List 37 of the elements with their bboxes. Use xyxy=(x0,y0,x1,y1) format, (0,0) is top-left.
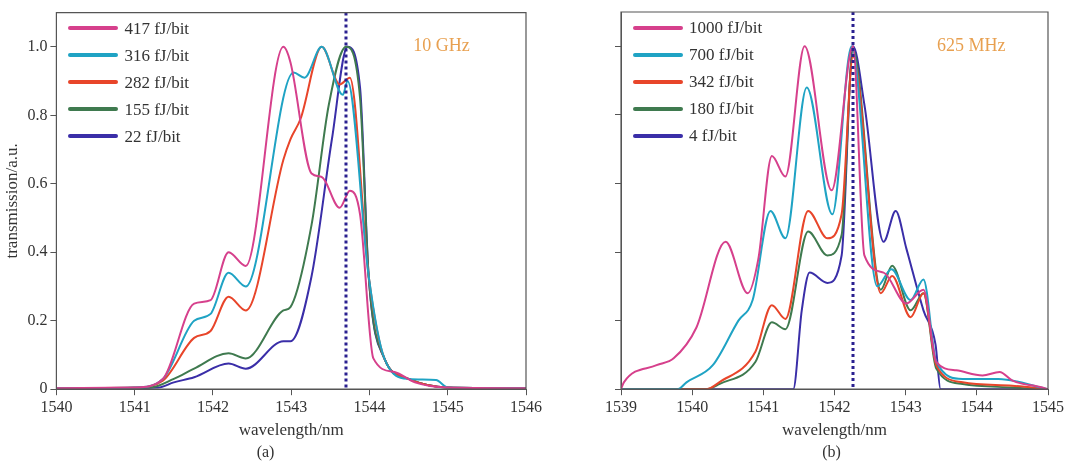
legend-label: 1000 fJ/bit xyxy=(689,17,763,39)
annotation: 10 GHz xyxy=(413,35,470,56)
x-tick-label: 1545 xyxy=(431,398,464,415)
x-axis-title: wavelength/nm xyxy=(238,420,344,440)
text: (a) xyxy=(256,442,275,461)
x-tick-label: 1540 xyxy=(40,398,73,415)
legend-label: 22 fJ/bit xyxy=(124,125,181,148)
legend-label: 417 fJ/bit xyxy=(124,17,190,40)
y-tick-label: 1.0 xyxy=(27,37,48,55)
legend-label: 342 fJ/bit xyxy=(689,71,754,93)
legend-label: 700 fJ/bit xyxy=(689,44,754,66)
x-tick-label: 1541 xyxy=(118,398,151,415)
x-tick-label: 1543 xyxy=(275,398,308,415)
y-tick-label: 0.2 xyxy=(27,310,48,328)
legend-label: 155 fJ/bit xyxy=(124,98,190,121)
y-tick-label: 0.4 xyxy=(27,242,48,260)
x-tick-label: 1543 xyxy=(889,398,922,415)
x-tick-label: 1541 xyxy=(747,398,780,415)
y-tick-label: 0.6 xyxy=(27,173,48,191)
x-tick-label: 1545 xyxy=(1032,398,1064,415)
x-tick-label: 1542 xyxy=(818,398,851,415)
y-axis-title: transmission/a.u. xyxy=(1,143,21,259)
x-tick-label: 1540 xyxy=(676,398,709,415)
x-tick-label: 1544 xyxy=(353,398,386,415)
y-tick-label: 0.8 xyxy=(27,105,48,123)
legend-label: 4 fJ/bit xyxy=(689,125,737,147)
x-tick-label: 1539 xyxy=(605,398,637,415)
legend-label: 316 fJ/bit xyxy=(124,44,190,67)
y-tick-label: 0 xyxy=(39,379,48,397)
x-tick-label: 1544 xyxy=(960,398,993,415)
x-axis-title: wavelength/nm xyxy=(782,420,887,440)
annotation: 625 MHz xyxy=(936,34,1006,55)
legend-label: 180 fJ/bit xyxy=(689,98,754,120)
text: (b) xyxy=(822,442,841,461)
x-tick-label: 1542 xyxy=(196,398,229,415)
legend-label: 282 fJ/bit xyxy=(124,71,190,94)
x-tick-label: 1546 xyxy=(510,398,542,415)
